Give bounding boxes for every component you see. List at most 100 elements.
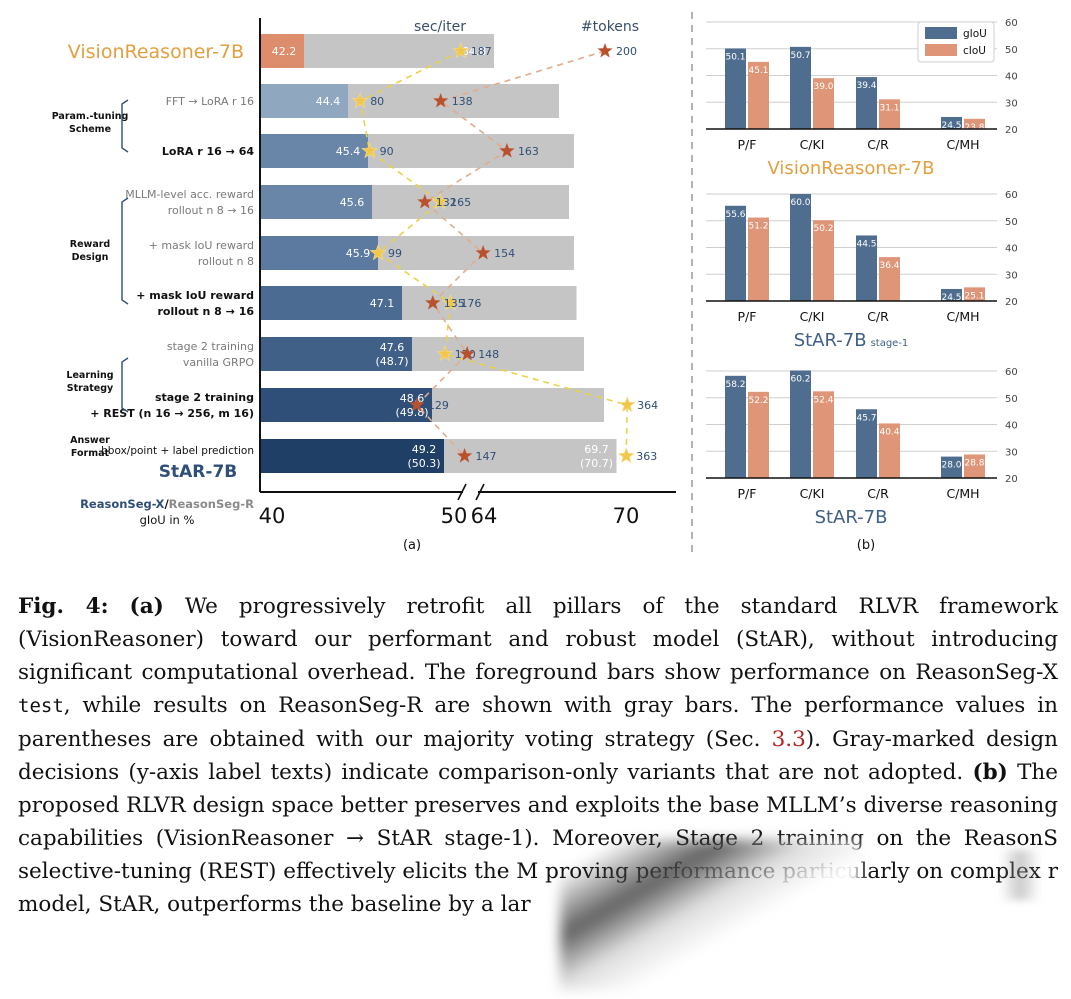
sec-iter-value: 99	[388, 247, 402, 260]
x-category-label: P/F	[738, 486, 757, 501]
sec-iter-value: 187	[471, 45, 492, 58]
group-label: Scheme	[69, 124, 111, 135]
bar-giou	[790, 194, 811, 301]
tokens-star	[459, 346, 475, 361]
tokens-star	[425, 295, 441, 310]
y-tick-label: 50	[1005, 217, 1018, 228]
sec-iter-value: 364	[637, 399, 658, 412]
y-tick-label: 30	[1005, 270, 1018, 281]
bar-value-label: 45.4	[336, 145, 361, 158]
y-tick-label: 50	[1005, 45, 1018, 56]
x-category-label: C/R	[867, 137, 889, 152]
bar-ciou	[748, 391, 769, 478]
y-tick-label: 40	[1005, 72, 1018, 83]
sec-iter-star	[431, 193, 449, 210]
ciou-value: 23.8	[964, 123, 984, 133]
bar-value-label: 42.2	[272, 45, 297, 58]
group-label: Reward	[70, 239, 110, 250]
sec-iter-star	[441, 294, 459, 311]
bar-reasonseg-x	[260, 439, 444, 473]
ciou-value: 40.4	[879, 427, 899, 437]
bar-majority-label: (48.7)	[375, 355, 408, 368]
sec-iter-star	[351, 92, 369, 109]
bar-reasonseg-x	[260, 286, 402, 320]
bar-ciou	[813, 391, 834, 478]
y-tick-label: 50	[1005, 394, 1018, 405]
tokens-value: 138	[452, 95, 473, 108]
x-tick-label: 40	[259, 504, 286, 528]
bar-giou	[790, 46, 811, 129]
ciou-value: 28.8	[964, 458, 984, 468]
bar-giou	[725, 48, 746, 129]
caption-code-test: test	[18, 695, 64, 717]
ciou-value: 52.4	[813, 395, 833, 405]
x-category-label: C/R	[867, 309, 889, 324]
tokens-value: 135	[444, 297, 465, 310]
bar-reasonseg-x	[260, 388, 432, 422]
giou-value: 50.7	[790, 51, 810, 61]
bar-giou	[941, 116, 962, 129]
giou-value: 39.4	[856, 81, 876, 91]
caption-fig-label: Fig. 4:	[18, 594, 109, 619]
x-tick-label: 50	[441, 504, 468, 528]
x-category-label: C/KI	[800, 309, 825, 324]
tokens-star	[417, 194, 433, 209]
tokens-star	[433, 93, 449, 108]
x-category-label: C/KI	[800, 486, 825, 501]
x-axis-title: ReasonSeg-X/ReasonSeg-R	[80, 497, 254, 511]
sec-iter-star	[452, 42, 470, 59]
panel-a-label: (a)	[403, 538, 421, 553]
y-tick-label: 20	[1005, 125, 1018, 136]
group-label: Learning	[66, 370, 113, 381]
sec-iter-value: 363	[636, 450, 657, 463]
giou-value: 45.7	[856, 413, 876, 423]
bar-giou	[856, 77, 877, 129]
bar-giou	[856, 235, 877, 301]
group-label: Design	[72, 252, 109, 263]
x-category-label: C/R	[867, 486, 889, 501]
giou-value: 58.2	[725, 380, 745, 390]
ciou-value: 25.1	[964, 291, 984, 301]
x-category-label: P/F	[738, 137, 757, 152]
x-category-label: P/F	[738, 309, 757, 324]
row-label: rollout n 8	[198, 255, 254, 268]
caption-section-ref[interactable]: 3.3	[771, 727, 806, 752]
sec-iter-value: 80	[370, 95, 384, 108]
tokens-value: 147	[476, 450, 497, 463]
giou-value: 60.0	[790, 198, 810, 208]
bar-value-label: 47.1	[370, 297, 395, 310]
bar-reasonseg-x	[260, 185, 372, 219]
bar-reasonseg-x	[260, 84, 348, 118]
legend-swatch-giou	[925, 27, 957, 39]
tokens-star	[456, 448, 473, 463]
row-label-model: VisionReasoner-7B	[68, 41, 244, 63]
tokens-value: 129	[428, 399, 449, 412]
tokens-value: 200	[616, 45, 637, 58]
group-bracket	[121, 197, 129, 305]
bar-giou	[725, 375, 746, 478]
bar-ciou	[964, 454, 985, 478]
bar-majority-label: (50.3)	[407, 457, 440, 470]
ciou-value: 50.2	[813, 224, 833, 234]
tokens-header: #tokens	[581, 19, 639, 35]
ciou-value: 31.1	[879, 103, 899, 113]
bar-giou	[725, 205, 746, 301]
x-category-label: C/MH	[946, 486, 979, 501]
caption-text-1: We progressively retrofit all pillars of…	[18, 594, 1058, 685]
bar-reasonseg-x	[260, 134, 368, 168]
axis-break-mark	[475, 483, 485, 501]
panel-b-chart: 20 30 40 50 60 50.145.1 P/F 50.7 39.0 C/KI 39.4 31.…	[706, 18, 1018, 553]
row-label: rollout n 8 → 16	[168, 204, 254, 217]
ciou-value: 39.0	[813, 82, 833, 92]
y-tick-label: 40	[1005, 244, 1018, 255]
row-label: FFT → LoRA r 16	[166, 95, 254, 108]
row-label: stage 2 training	[167, 340, 254, 353]
sec-iter-value: 90	[380, 145, 394, 158]
x-tick-label: 64	[471, 504, 498, 528]
caption-text-5: selective-tuning (REST) effectively elic…	[18, 859, 539, 884]
row-label: stage 2 training	[155, 391, 254, 404]
axis-break-mark	[457, 483, 467, 501]
group-label: Strategy	[67, 383, 114, 394]
ciou-value: 52.2	[748, 396, 768, 406]
bar-ciou	[879, 423, 900, 478]
